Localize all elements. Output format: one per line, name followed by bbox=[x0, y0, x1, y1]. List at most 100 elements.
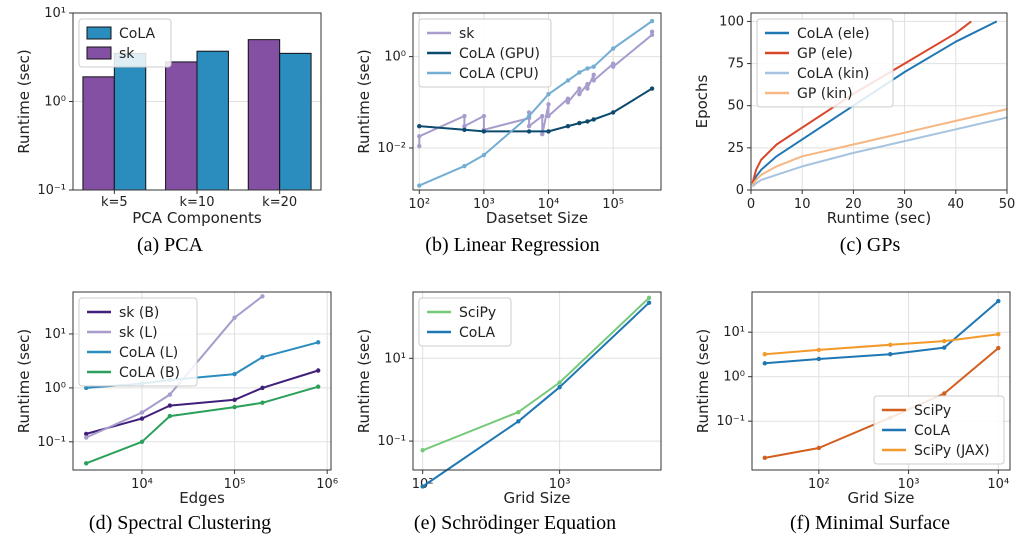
caption-e: (e) Schrödinger Equation bbox=[413, 512, 617, 534]
point-scipy bbox=[816, 445, 822, 451]
x-tick-label: 10⁵ bbox=[224, 477, 246, 492]
point-scipy bbox=[420, 448, 425, 453]
point-cola-b bbox=[260, 400, 265, 405]
y-tick-label: 10⁻¹ bbox=[716, 414, 745, 429]
bar-sk-k-10 bbox=[165, 61, 198, 191]
legend-label-cola: CoLA bbox=[914, 423, 950, 439]
y-tick-label: 10¹ bbox=[44, 6, 66, 21]
point-sk bbox=[565, 96, 571, 101]
y-axis-label: Runtime (sec) bbox=[355, 49, 373, 153]
point-cola-gpu bbox=[462, 127, 467, 132]
point-sk-l bbox=[84, 435, 89, 440]
point-sk bbox=[591, 72, 596, 77]
point-sk-b bbox=[84, 431, 89, 437]
x-axis-label: Runtime (sec) bbox=[827, 209, 931, 227]
point-cola-cpu bbox=[565, 78, 571, 83]
x-tick-label: k=10 bbox=[180, 195, 215, 210]
legend: sk CoLA (GPU) CoLA (CPU) bbox=[418, 18, 552, 88]
point-cola-gpu bbox=[585, 119, 590, 124]
caption-b: (b) Linear Regression bbox=[425, 234, 600, 256]
point-sk bbox=[417, 134, 422, 139]
point-cola-b bbox=[232, 404, 237, 410]
x-tick-label: 10³ bbox=[898, 477, 920, 492]
caption-d: (d) Spectral Clustering bbox=[88, 512, 272, 534]
legend-label-cola-l: CoLA (L) bbox=[119, 345, 178, 361]
series-line-gp-ele bbox=[751, 20, 972, 184]
point-scipy-jax bbox=[816, 347, 822, 353]
x-tick-label: 10 bbox=[794, 197, 811, 212]
x-tick-label: 10⁴ bbox=[987, 477, 1009, 492]
plot-frame bbox=[750, 12, 1008, 191]
y-tick-label: 0 bbox=[736, 183, 744, 198]
subplot-b: 10⁻² 10⁰ 10² 10³ 10⁴ 10⁵ Dasetset Size Runtime … bbox=[355, 12, 662, 227]
point-sk bbox=[540, 131, 545, 137]
x-axis-label: Edges bbox=[179, 489, 225, 507]
x-tick-label: 50 bbox=[999, 197, 1016, 212]
legend-label-scipy: SciPy bbox=[914, 403, 951, 419]
x-tick-label: 0 bbox=[747, 197, 755, 212]
legend-label-cola-gpu: CoLA (GPU) bbox=[459, 46, 540, 62]
point-cola-b bbox=[84, 461, 89, 466]
y-tick-label: 10⁻¹ bbox=[37, 183, 66, 198]
point-cola-cpu bbox=[481, 152, 487, 158]
point-cola-gpu bbox=[649, 86, 655, 91]
point-cola-cpu bbox=[417, 183, 422, 188]
x-tick-label: 10³ bbox=[549, 477, 571, 492]
x-tick-label: 10⁵ bbox=[602, 197, 624, 212]
plot-frame bbox=[412, 12, 662, 191]
caption-f: (f) Minimal Surface bbox=[790, 512, 950, 534]
legend: CoLA (ele) GP (ele) CoLA (kin) GP (kin) bbox=[756, 18, 894, 108]
point-sk bbox=[526, 123, 532, 129]
legend-label-scipy-jax: SciPy (JAX) bbox=[914, 443, 990, 459]
point-scipy-jax bbox=[762, 352, 768, 357]
point-scipy-jax bbox=[942, 338, 947, 344]
point-cola bbox=[888, 352, 893, 357]
point-cola-cpu bbox=[585, 66, 590, 71]
point-scipy bbox=[762, 455, 768, 461]
point-cola bbox=[996, 298, 1001, 304]
point-sk bbox=[546, 113, 551, 119]
series-line-sk-b bbox=[85, 369, 319, 435]
bar-sk-k-5 bbox=[82, 76, 115, 191]
x-tick-label: 10⁶ bbox=[316, 477, 338, 492]
point-sk bbox=[585, 86, 590, 91]
y-tick-label: 10¹ bbox=[384, 351, 406, 366]
caption-a: (a) PCA bbox=[136, 234, 204, 256]
point-sk bbox=[417, 143, 422, 149]
point-sk-l bbox=[260, 294, 265, 299]
point-scipy bbox=[557, 380, 562, 385]
y-tick-label: 50 bbox=[727, 99, 744, 114]
legend-label-sk-l: sk (L) bbox=[119, 325, 158, 341]
x-axis-label: Grid Size bbox=[503, 489, 570, 507]
point-cola-cpu bbox=[526, 113, 532, 119]
legend-label-cola-b: CoLA (B) bbox=[119, 365, 180, 381]
point-sk-l bbox=[167, 392, 173, 397]
point-cola-gpu bbox=[526, 129, 532, 134]
point-sk bbox=[610, 64, 616, 69]
legend-label-cola-ele: CoLA (ele) bbox=[797, 26, 870, 42]
series-line-cola bbox=[422, 301, 650, 488]
y-tick-label: 25 bbox=[727, 141, 744, 156]
point-sk bbox=[481, 113, 487, 119]
point-sk-b bbox=[232, 397, 237, 403]
bar-cola-k-5 bbox=[113, 52, 147, 191]
legend-box bbox=[756, 18, 894, 108]
y-tick-label: 10¹ bbox=[44, 327, 66, 342]
point-scipy bbox=[516, 409, 521, 415]
x-tick-label: 40 bbox=[948, 197, 965, 212]
x-tick-label: k=20 bbox=[262, 195, 297, 210]
legend-swatch-sk bbox=[86, 46, 112, 60]
legend: CoLA sk bbox=[78, 18, 172, 68]
point-cola-gpu bbox=[546, 129, 551, 134]
point-cola bbox=[942, 345, 947, 350]
point-scipy-jax bbox=[888, 342, 893, 348]
legend-label-sk: sk bbox=[459, 26, 475, 42]
point-scipy bbox=[996, 345, 1001, 351]
y-tick-label: 10⁻² bbox=[377, 141, 406, 156]
point-scipy-jax bbox=[996, 332, 1001, 337]
point-sk-b bbox=[139, 416, 145, 421]
caption-c: (c) GPs bbox=[839, 234, 901, 256]
y-axis-label: Runtime (sec) bbox=[355, 329, 373, 433]
y-tick-label: 75 bbox=[727, 57, 744, 72]
